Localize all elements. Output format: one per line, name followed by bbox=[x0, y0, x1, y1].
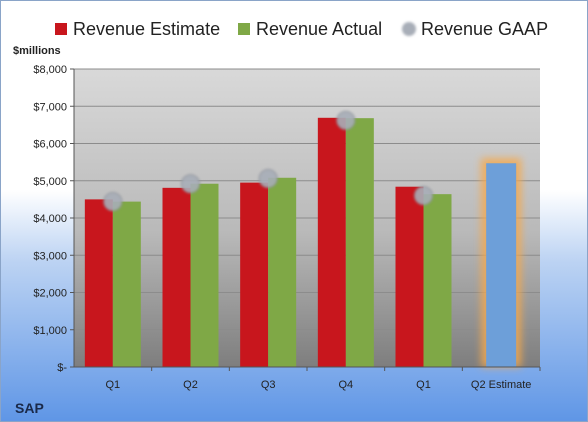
x-tick-label: Q3 bbox=[261, 379, 276, 391]
bar-revenue-estimate bbox=[395, 186, 424, 367]
x-tick-label: Q4 bbox=[338, 379, 353, 391]
x-tick-label: Q1 bbox=[416, 379, 431, 391]
bar-revenue-actual bbox=[190, 183, 219, 367]
bar-revenue-actual bbox=[112, 201, 141, 367]
y-tick-label: $3,000 bbox=[33, 250, 67, 262]
bar-revenue-actual bbox=[345, 118, 374, 367]
x-tick-label: Q2 Estimate bbox=[471, 379, 532, 391]
y-tick-label: $1,000 bbox=[33, 325, 67, 337]
y-axis-ticks: $- $1,000 $2,000 $3,000 $4,000 $5,000 $6,000 $7… bbox=[33, 64, 74, 374]
gaap-markers bbox=[103, 110, 433, 212]
legend-label-revenue-estimate: Revenue Estimate bbox=[73, 19, 220, 39]
bar-revenue-estimate bbox=[84, 199, 113, 367]
bar-revenue-estimate bbox=[162, 187, 191, 367]
y-tick-label: $- bbox=[57, 362, 67, 374]
legend-swatch-revenue-actual bbox=[238, 23, 250, 35]
marker-revenue-gaap bbox=[414, 186, 433, 206]
legend-label-revenue-gaap: Revenue GAAP bbox=[421, 19, 548, 39]
bar-revenue-estimate bbox=[240, 182, 269, 367]
bar-revenue-actual bbox=[268, 177, 297, 367]
x-tick-label: Q1 bbox=[105, 379, 120, 391]
marker-revenue-gaap bbox=[103, 192, 123, 212]
marker-revenue-gaap bbox=[181, 174, 200, 194]
y-tick-label: $2,000 bbox=[33, 288, 67, 300]
bars bbox=[84, 117, 522, 367]
x-tick-label: Q2 bbox=[183, 379, 198, 391]
y-tick-label: $7,000 bbox=[33, 101, 67, 113]
y-tick-label: $6,000 bbox=[33, 139, 67, 151]
y-tick-label: $8,000 bbox=[33, 64, 67, 76]
marker-revenue-gaap bbox=[258, 169, 278, 189]
marker-revenue-gaap bbox=[336, 110, 356, 130]
legend: Revenue Estimate Revenue Actual Revenue … bbox=[55, 19, 548, 39]
legend-marker-revenue-gaap bbox=[402, 22, 416, 36]
ticker-label: SAP bbox=[15, 400, 44, 416]
y-tick-label: $5,000 bbox=[33, 176, 67, 188]
legend-label-revenue-actual: Revenue Actual bbox=[256, 19, 382, 39]
bar-revenue-estimate bbox=[317, 117, 346, 367]
legend-swatch-revenue-estimate bbox=[55, 23, 67, 35]
y-tick-label: $4,000 bbox=[33, 213, 67, 225]
bar-revenue-actual bbox=[423, 194, 452, 367]
y-axis-units-label: $millions bbox=[13, 45, 61, 57]
bar-revenue-estimate-highlight bbox=[486, 163, 517, 367]
x-axis-ticks: Q1 Q2 Q3 Q4 Q1 Q2 Estimate bbox=[105, 367, 541, 391]
